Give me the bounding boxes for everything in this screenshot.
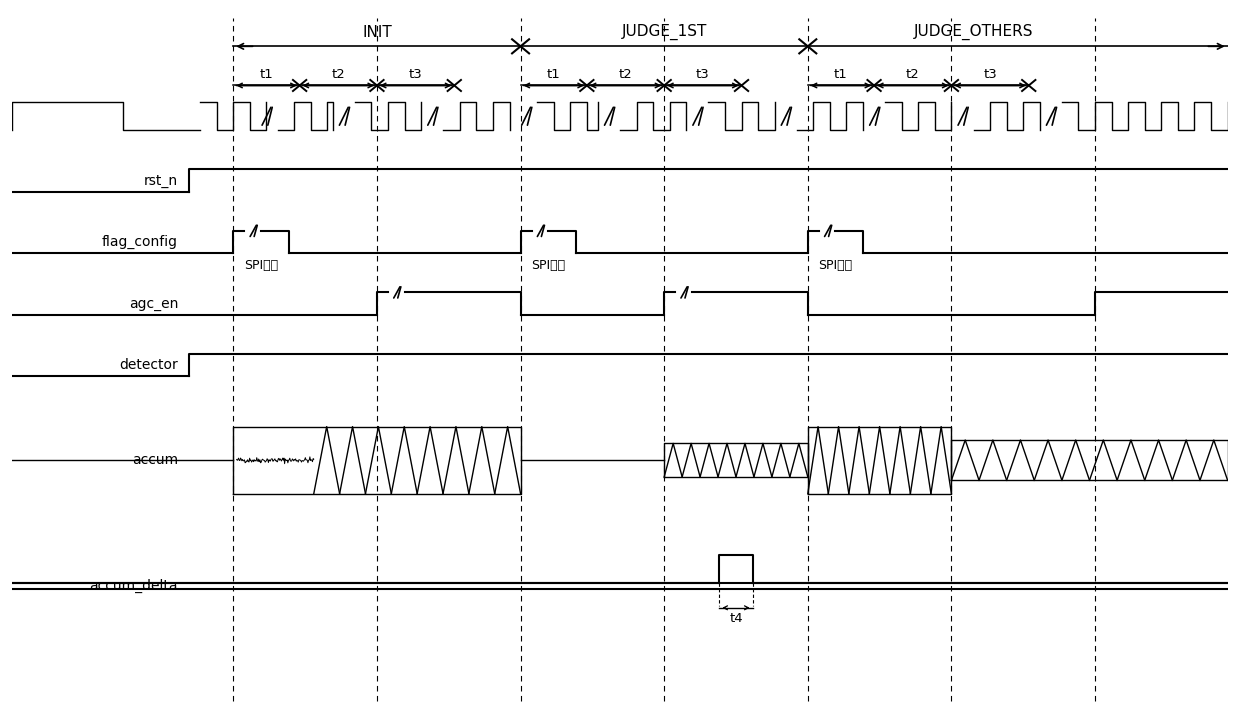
Text: t1: t1 xyxy=(259,68,273,81)
Text: INIT: INIT xyxy=(362,24,392,40)
Text: rst_n: rst_n xyxy=(144,173,179,188)
Text: JUDGE_1ST: JUDGE_1ST xyxy=(621,24,707,40)
Text: flag_config: flag_config xyxy=(102,235,179,249)
Text: t2: t2 xyxy=(619,68,632,81)
Text: t1: t1 xyxy=(547,68,560,81)
Text: agc_en: agc_en xyxy=(129,296,179,311)
Text: t3: t3 xyxy=(983,68,997,81)
Text: detector: detector xyxy=(119,358,179,372)
Text: SPI配置: SPI配置 xyxy=(818,259,852,272)
Text: SPI配置: SPI配置 xyxy=(531,259,565,272)
Text: SPI配置: SPI配置 xyxy=(244,259,278,272)
Text: t3: t3 xyxy=(696,68,709,81)
Text: accum: accum xyxy=(131,453,179,467)
Text: t2: t2 xyxy=(331,68,345,81)
Text: t4: t4 xyxy=(729,613,743,626)
Text: JUDGE_OTHERS: JUDGE_OTHERS xyxy=(914,24,1033,40)
Text: accum_delta: accum_delta xyxy=(89,579,179,593)
Text: t3: t3 xyxy=(409,68,423,81)
Text: t2: t2 xyxy=(906,68,920,81)
Text: t1: t1 xyxy=(835,68,848,81)
